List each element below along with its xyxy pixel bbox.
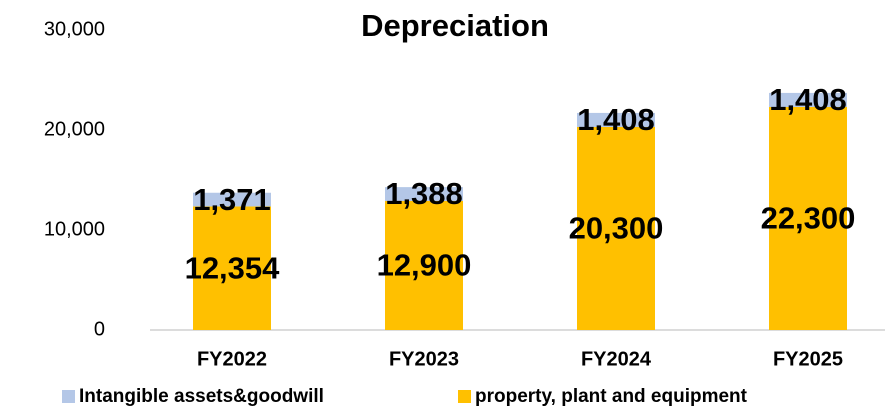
x-tick-label: FY2022 [197, 348, 267, 370]
bar-segment [193, 192, 271, 207]
data-label: 1,371 [193, 182, 271, 217]
y-tick-label: 20,000 [44, 118, 105, 140]
x-tick-label: FY2023 [389, 348, 459, 370]
data-label: 20,300 [569, 211, 664, 246]
bar-segment [385, 187, 463, 201]
bar-segment [385, 201, 463, 330]
data-label: 12,354 [185, 250, 281, 285]
chart-title: Depreciation [361, 8, 549, 43]
bar-segment [769, 92, 847, 107]
bar-segment [577, 112, 655, 127]
x-tick-label: FY2024 [581, 348, 652, 370]
legend-swatch [458, 390, 471, 403]
data-label: 1,408 [769, 82, 847, 117]
y-tick-label: 10,000 [44, 218, 105, 240]
bar-segment [193, 206, 271, 330]
legend-label: property, plant and equipment [475, 386, 748, 407]
data-label: 12,900 [377, 248, 472, 283]
legend-label: Intangible assets&goodwill [79, 386, 324, 407]
x-tick-label: FY2025 [773, 348, 843, 370]
y-tick-label: 30,000 [44, 18, 105, 40]
data-label: 1,408 [577, 102, 655, 137]
bar-segment [577, 127, 655, 330]
data-label: 22,300 [761, 201, 856, 236]
legend-swatch [62, 390, 75, 403]
y-tick-label: 0 [94, 318, 105, 340]
data-label: 1,388 [385, 176, 463, 211]
bar-segment [769, 107, 847, 330]
